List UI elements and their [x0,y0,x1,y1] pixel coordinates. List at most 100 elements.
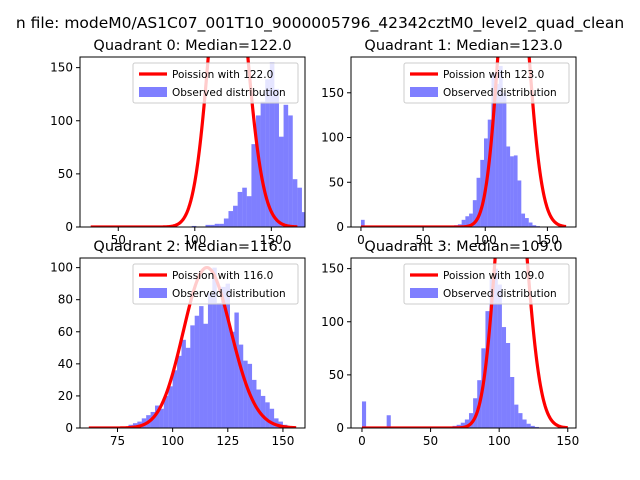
y-tick-label: 50 [58,167,73,181]
histogram-bar [278,136,284,227]
histogram-bar [207,293,213,428]
histogram-bar [510,156,514,227]
histogram-bar [155,405,160,428]
x-tick-label: 50 [423,434,438,448]
axes-frame [350,56,577,228]
histogram-bar [216,302,222,428]
poisson-fit-line [361,258,569,428]
histogram-bar [506,146,511,227]
histogram-bar [163,395,169,428]
legend-box [132,263,299,305]
histogram-bars [191,62,305,227]
legend-bar-swatch [139,288,167,298]
histogram-bar [468,413,474,428]
histogram-bar [269,408,275,428]
legend-line-label: Poission with 116.0 [172,270,273,282]
x-tick-label: 100 [161,434,184,448]
legend-bar-label: Observed distribution [172,288,286,300]
histogram-bar [181,339,186,428]
y-tick-label: 50 [329,175,344,189]
x-tick-label: 150 [556,434,579,448]
legend-line-label: Poission with 123.0 [443,69,544,81]
subplot-quadrant-0: Quadrant 0: Median=122.0 50 100 150 0 50 100 15… [50,38,306,247]
histogram-bar [159,408,164,428]
subplot-title: Quadrant 0: Median=122.0 [93,38,291,54]
histogram-bar [210,224,215,227]
histogram-bar [491,73,496,227]
histogram-bar [233,205,238,227]
histogram-bar [212,267,217,428]
y-tick-label: 80 [58,293,73,307]
y-tick-label: 20 [58,389,73,403]
histogram-bar [283,104,289,227]
histogram-bar [168,386,173,428]
histogram-bar [225,283,230,428]
legend-box [132,62,299,104]
histogram-bar [517,180,522,227]
legend: Poission with 123.0 Observed distribution [403,62,570,104]
histogram-bar [265,402,270,428]
histogram-bar [465,216,470,227]
y-tick-label: 50 [329,368,344,382]
histogram-bar [190,325,195,428]
legend: Poission with 122.0 Observed distribution [132,62,299,104]
y-tick-label: 40 [58,357,73,371]
axes-frame [350,257,577,429]
histogram-bar [472,200,477,227]
histogram-bar [194,315,200,428]
y-tick-label: 150 [321,86,344,100]
histogram-bar [292,179,298,227]
subplot-quadrant-3: Quadrant 3: Median=109.0 0 50 100 150 0 50 100 1… [321,239,579,448]
y-tick-label: 100 [50,261,73,275]
histogram-bar [489,279,494,428]
legend-bar-label: Observed distribution [443,87,557,99]
histogram-bar [476,177,481,227]
poisson-fit-line [89,57,299,227]
histogram-bar [237,191,243,227]
histogram-bar [203,323,208,428]
histogram-bar [251,144,257,227]
histogram-bar [185,347,191,428]
histogram-bar [485,311,490,428]
histogram-bar [274,88,279,227]
histogram-bar [386,415,391,428]
histogram-bar [269,62,275,227]
histogram-bar [521,213,526,227]
x-tick-label: 0 [357,233,365,247]
histogram-bar [234,312,239,428]
x-tick-label: 50 [111,233,126,247]
y-tick-label: 100 [321,315,344,329]
x-tick-label: 75 [110,434,125,448]
y-tick-label: 60 [58,325,73,339]
histogram-bar [288,115,293,227]
histogram-bar [464,419,469,428]
histogram-bar [513,155,518,227]
histogram-bar [480,159,485,227]
y-tick-label: 0 [336,421,344,435]
x-tick-label: 150 [271,434,294,448]
histogram-bar [177,355,182,428]
histogram-bar [497,284,502,428]
x-tick-label: 150 [536,233,559,247]
legend-box [403,263,570,305]
histogram-bar [502,92,507,227]
legend-line-label: Poission with 122.0 [172,69,273,81]
axes-frame [79,56,306,228]
legend-bar-swatch [410,87,438,97]
histogram-bar [522,419,527,428]
subplot-title: Quadrant 2: Median=116.0 [93,239,291,255]
histogram-bar [223,218,229,227]
histogram-bar [506,343,511,428]
y-tick-label: 0 [65,421,73,435]
histogram-bar [360,219,365,227]
histogram-bar [518,413,523,428]
subplot-quadrant-2: Quadrant 2: Median=116.0 75 100 125 150 0 20 40… [50,239,306,448]
histogram-bar [221,286,226,428]
histogram-bar [534,426,539,428]
histogram-bar [214,223,220,227]
histogram-bar [242,187,247,227]
histogram-bar [461,219,466,227]
x-tick-label: 100 [474,233,497,247]
x-tick-label: 50 [415,233,430,247]
